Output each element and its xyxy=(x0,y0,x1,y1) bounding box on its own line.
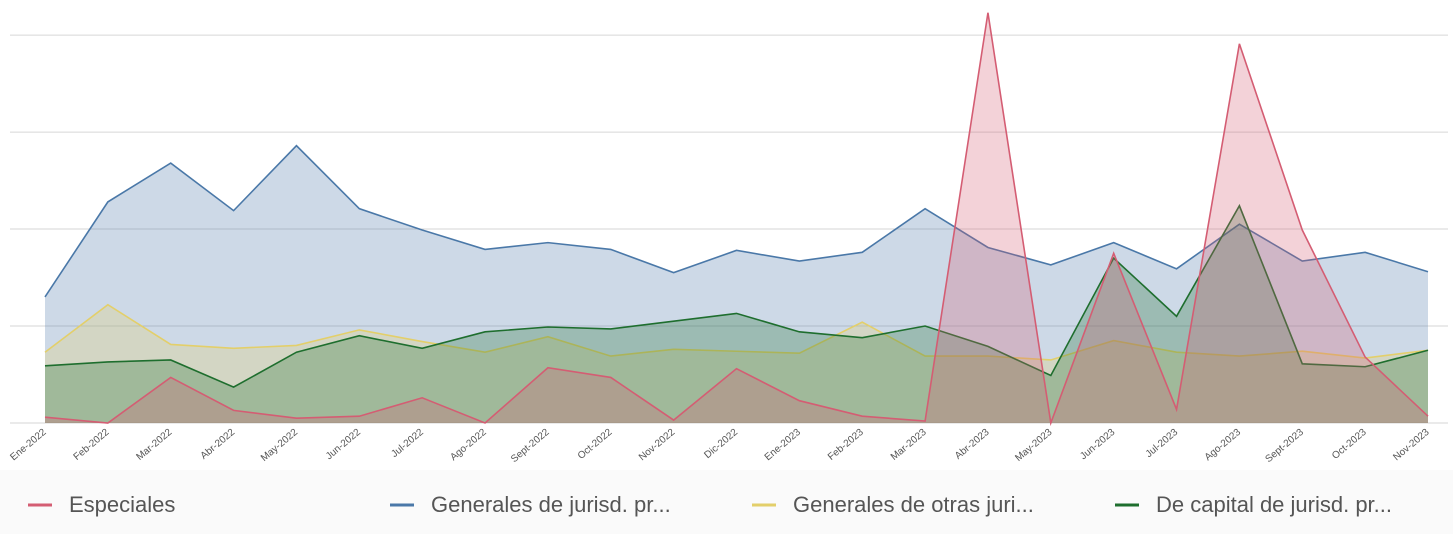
x-tick-label: Sept-2022 xyxy=(509,427,552,465)
x-tick-label: Feb-2023 xyxy=(826,427,866,463)
x-tick-label: Ago-2022 xyxy=(448,427,489,464)
area xyxy=(45,12,1428,424)
line xyxy=(44,303,1429,361)
x-tick-label: Abr-2022 xyxy=(199,427,238,462)
x-tick-label: Ene-2023 xyxy=(763,427,804,464)
legend-label: Generales de jurisd. pr... xyxy=(431,492,671,517)
x-tick-label: Nov-2023 xyxy=(1391,427,1432,464)
x-tick-label: Jun-2022 xyxy=(324,427,363,463)
x-tick-label: Jun-2023 xyxy=(1078,427,1117,463)
legend-label: Generales de otras juri... xyxy=(793,492,1034,517)
legend-label: De capital de jurisd. pr... xyxy=(1156,492,1392,517)
x-tick-label: May-2022 xyxy=(259,427,300,464)
area xyxy=(45,304,1428,423)
line xyxy=(44,203,1429,389)
x-tick-label: May-2023 xyxy=(1013,427,1054,464)
x-tick-label: Mar-2023 xyxy=(889,427,929,463)
area xyxy=(45,145,1428,423)
x-tick-label: Abr-2023 xyxy=(953,427,992,462)
x-tick-label: Dic-2022 xyxy=(702,427,740,461)
legend-background xyxy=(0,470,1453,534)
x-tick-label: Oct-2023 xyxy=(1330,427,1369,462)
x-tick-label: Jul-2022 xyxy=(389,427,426,460)
area xyxy=(45,205,1428,423)
line xyxy=(44,12,1429,427)
x-tick-label: Feb-2022 xyxy=(72,427,112,463)
x-tick-label: Sept-2023 xyxy=(1263,427,1306,465)
x-tick-label: Oct-2022 xyxy=(576,427,615,462)
x-tick-label: Nov-2022 xyxy=(637,427,678,464)
legend-label: Especiales xyxy=(69,492,175,517)
x-tick-label: Ene-2022 xyxy=(8,427,49,464)
line xyxy=(44,144,1429,298)
x-tick-label: Jul-2023 xyxy=(1144,427,1181,460)
x-tick-label: Mar-2022 xyxy=(134,427,174,463)
x-tick-label: Ago-2023 xyxy=(1203,427,1244,464)
